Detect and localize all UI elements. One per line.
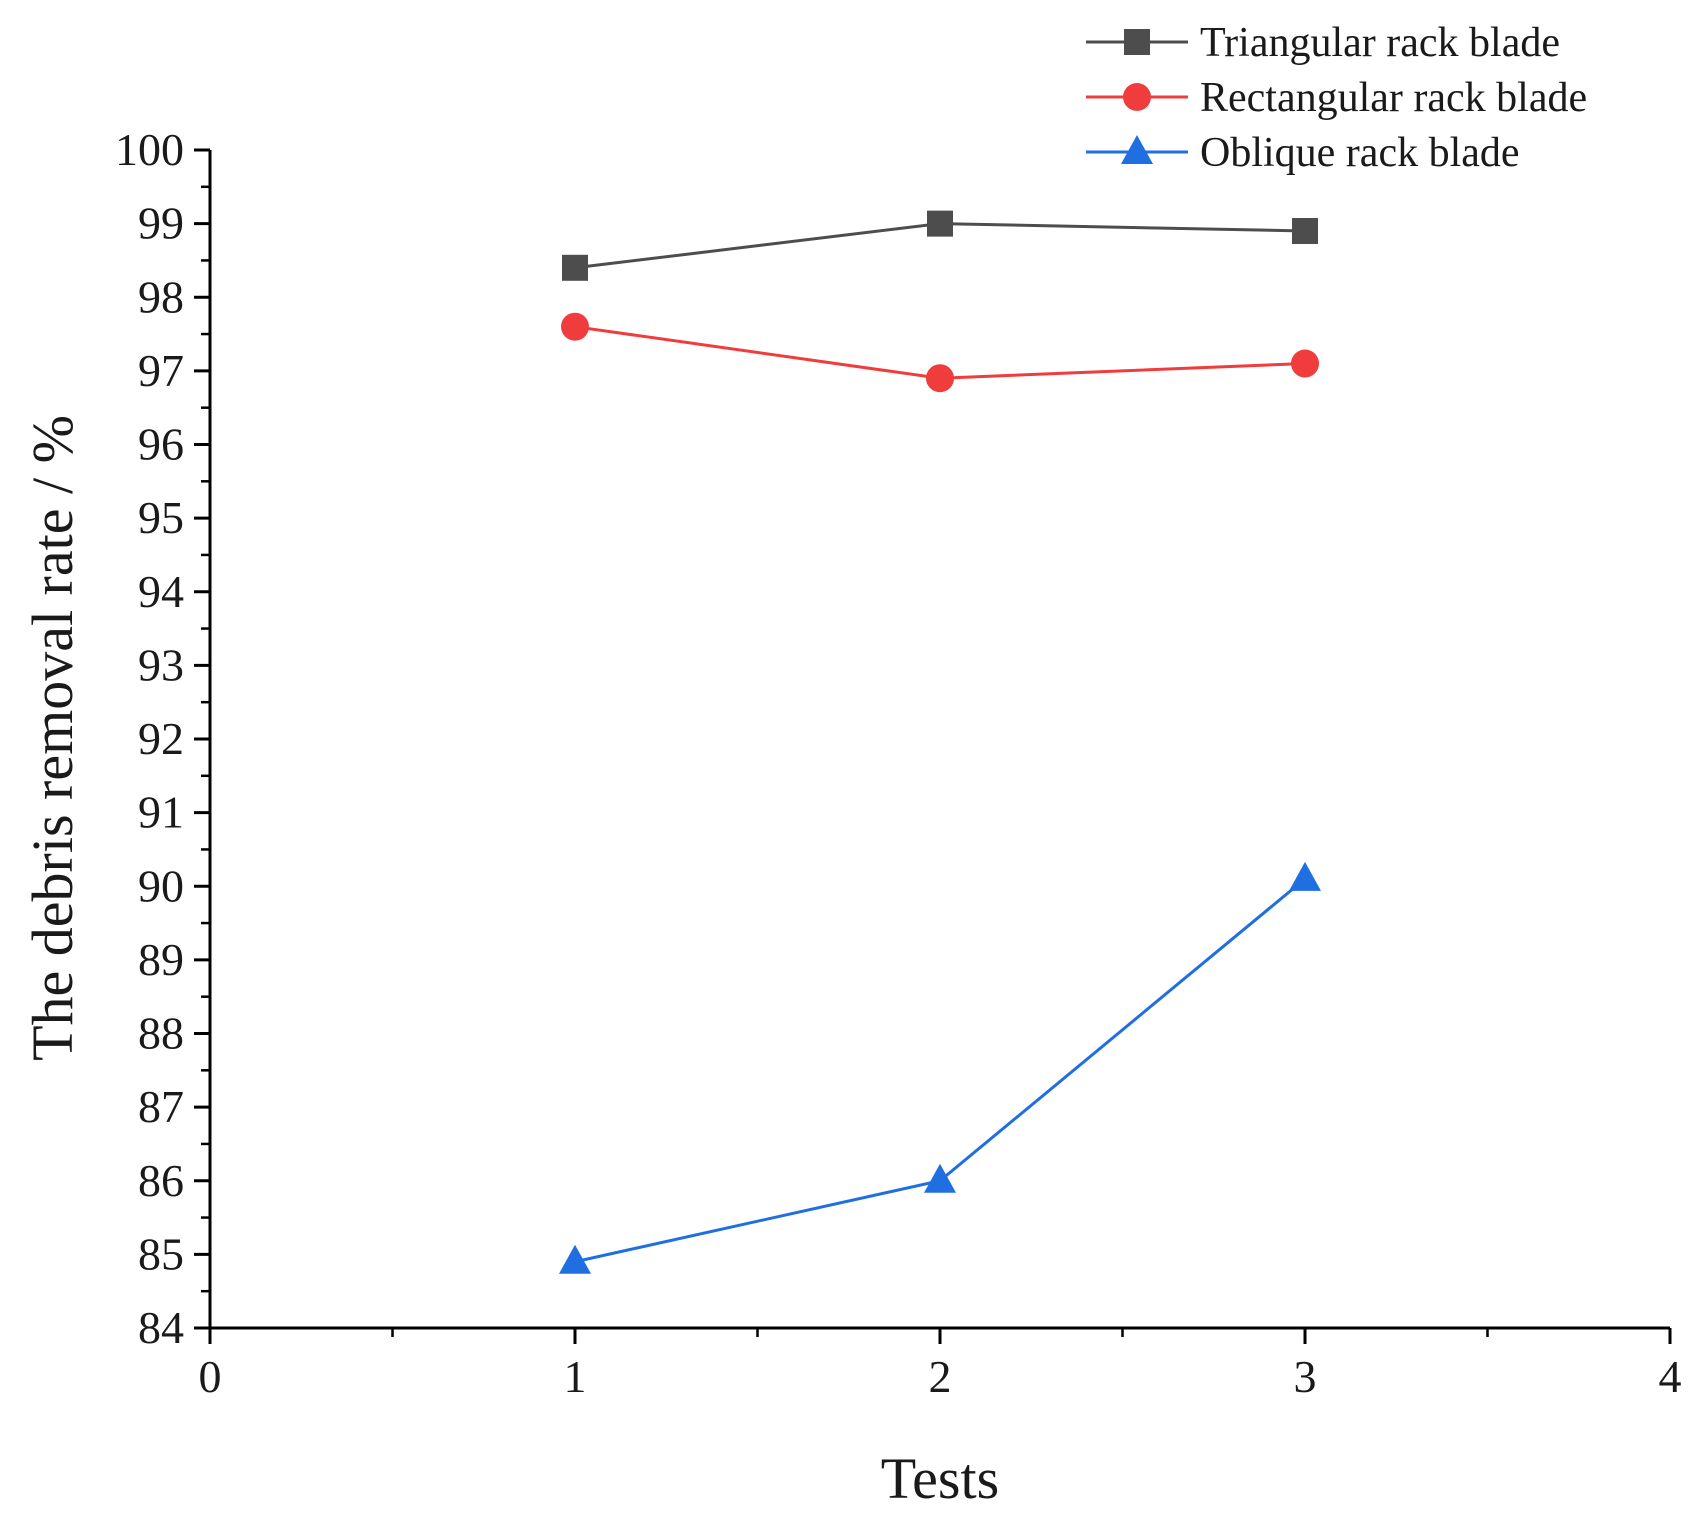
series-rectangular-rack-blade <box>561 312 1319 393</box>
legend-marker <box>1121 135 1153 164</box>
series-oblique-rack-blade <box>559 861 1321 1274</box>
legend-marker <box>1123 83 1151 111</box>
x-tick-label: 4 <box>1659 1351 1682 1402</box>
y-tick-label: 91 <box>138 787 184 838</box>
data-point <box>924 1163 956 1193</box>
legend-label: Oblique rack blade <box>1200 130 1520 176</box>
legend: Triangular rack blade Rectangular rack bl… <box>1086 20 1587 176</box>
data-point <box>562 254 588 281</box>
y-tick-label: 97 <box>138 345 184 396</box>
data-point <box>1289 861 1321 891</box>
x-tick-label: 3 <box>1294 1351 1317 1402</box>
y-tick-label: 100 <box>115 124 184 175</box>
y-tick-label: 93 <box>138 639 184 690</box>
legend-label: Triangular rack blade <box>1200 20 1560 66</box>
legend-entry: Oblique rack blade <box>1086 130 1520 176</box>
data-point <box>927 210 953 237</box>
series-triangular-rack-blade <box>562 210 1318 281</box>
data-point <box>1291 349 1319 378</box>
y-tick-label: 84 <box>138 1302 184 1353</box>
y-tick-label: 86 <box>138 1155 184 1206</box>
data-point <box>926 364 954 393</box>
y-tick-label: 99 <box>138 198 184 249</box>
x-tick-label: 0 <box>199 1351 222 1402</box>
legend-entry: Rectangular rack blade <box>1086 75 1587 121</box>
x-tick-label: 1 <box>564 1351 587 1402</box>
y-tick-label: 88 <box>138 1008 184 1059</box>
y-tick-label: 92 <box>138 713 184 764</box>
y-tick-label: 94 <box>138 566 184 617</box>
legend-entry: Triangular rack blade <box>1086 20 1560 66</box>
x-axis-title: Tests <box>881 1446 999 1511</box>
series-line-oblique-rack-blade <box>574 877 1306 1264</box>
y-axis-title: The debris removal rate / % <box>20 415 85 1061</box>
y-tick-label: 98 <box>138 271 184 322</box>
x-tick-label: 2 <box>929 1351 952 1402</box>
data-point <box>561 312 589 341</box>
y-tick-label: 90 <box>138 860 184 911</box>
y-tick-label: 89 <box>138 934 184 985</box>
data-point <box>559 1244 591 1274</box>
legend-label: Rectangular rack blade <box>1200 75 1587 121</box>
y-tick-label: 87 <box>138 1081 184 1132</box>
y-tick-label: 96 <box>138 419 184 470</box>
y-tick-label: 95 <box>138 492 184 543</box>
legend-marker <box>1124 29 1150 55</box>
data-point <box>1292 217 1318 244</box>
plot-area <box>559 210 1321 1274</box>
y-tick-label: 85 <box>138 1228 184 1279</box>
axes: 84 85 86 87 88 89 90 91 92 93 94 95 96 97 98 99 100 0 1 2 3 4 <box>115 124 1682 1402</box>
